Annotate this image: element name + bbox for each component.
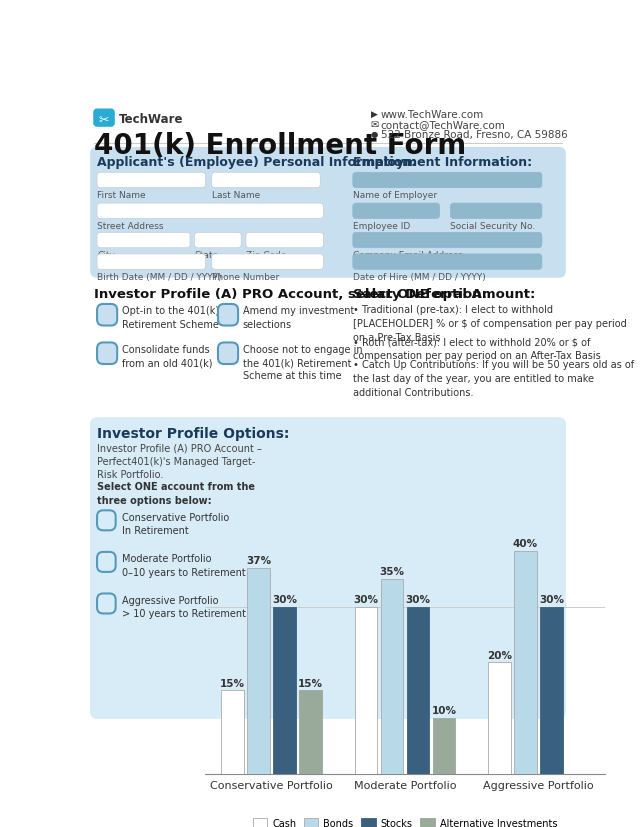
Text: Moderate Portfolio
0–10 years to Retirement: Moderate Portfolio 0–10 years to Retirem…	[122, 554, 246, 577]
FancyBboxPatch shape	[97, 203, 323, 219]
Text: First Name: First Name	[97, 191, 146, 200]
Text: Applicant's (Employee) Personal Information:: Applicant's (Employee) Personal Informat…	[97, 156, 416, 170]
Text: • Roth (after-tax): I elect to withhold 20% or $ of
compensation per pay period : • Roth (after-tax): I elect to withhold …	[353, 337, 600, 361]
Text: 35%: 35%	[380, 566, 404, 576]
Text: • Traditional (pre-tax): I elect to withhold
[PLACEHOLDER] % or $ of compensatio: • Traditional (pre-tax): I elect to with…	[353, 304, 627, 342]
Bar	[433, 719, 456, 774]
Text: 30%: 30%	[272, 594, 297, 605]
FancyBboxPatch shape	[353, 255, 542, 270]
Bar	[355, 607, 378, 774]
Text: ✂: ✂	[99, 113, 109, 127]
Text: Date of Hire (MM / DD / YYYY): Date of Hire (MM / DD / YYYY)	[353, 272, 486, 281]
FancyBboxPatch shape	[97, 233, 190, 248]
FancyBboxPatch shape	[97, 173, 205, 189]
FancyBboxPatch shape	[212, 255, 323, 270]
Text: Street Address: Street Address	[97, 222, 164, 231]
Text: 30%: 30%	[406, 594, 431, 605]
FancyBboxPatch shape	[246, 233, 323, 248]
FancyBboxPatch shape	[353, 173, 542, 189]
Text: 10%: 10%	[431, 705, 456, 715]
Text: ▶: ▶	[371, 110, 378, 119]
Bar	[221, 691, 244, 774]
Text: 15%: 15%	[298, 678, 323, 688]
Text: 30%: 30%	[353, 594, 378, 605]
FancyBboxPatch shape	[195, 233, 241, 248]
FancyBboxPatch shape	[94, 110, 114, 127]
Text: Choose not to engage in
the 401(k) Retirement
Scheme at this time: Choose not to engage in the 401(k) Retir…	[243, 345, 362, 381]
Text: Opt-in to the 401(k)
Retirement Scheme: Opt-in to the 401(k) Retirement Scheme	[122, 306, 219, 329]
FancyBboxPatch shape	[97, 552, 116, 572]
Text: 20%: 20%	[487, 650, 512, 660]
Text: ✉: ✉	[371, 120, 379, 130]
Text: Investor Profile (A) PRO Account –
Perfect401(k)'s Managed Target-
Risk Portfoli: Investor Profile (A) PRO Account – Perfe…	[97, 443, 262, 480]
Bar	[247, 568, 270, 774]
Text: TechWare: TechWare	[119, 112, 183, 126]
FancyBboxPatch shape	[91, 418, 565, 719]
Bar	[381, 579, 403, 774]
Text: Social Security No.: Social Security No.	[451, 222, 536, 231]
Text: Salary Deferral Amount:: Salary Deferral Amount:	[353, 288, 535, 301]
Text: contact@TechWare.com: contact@TechWare.com	[381, 120, 506, 130]
Text: Phone Number: Phone Number	[212, 272, 279, 281]
FancyBboxPatch shape	[218, 304, 238, 326]
Bar	[540, 607, 563, 774]
Text: • Catch Up Contributions: If you will be 50 years old as of
the last day of the : • Catch Up Contributions: If you will be…	[353, 360, 634, 398]
Text: Investor Profile (A) PRO Account, select ONE option:: Investor Profile (A) PRO Account, select…	[94, 288, 487, 301]
FancyBboxPatch shape	[97, 343, 117, 365]
Legend: Cash, Bonds, Stocks, Alternative Investments: Cash, Bonds, Stocks, Alternative Investm…	[249, 814, 561, 827]
Text: 37%: 37%	[246, 555, 271, 565]
Bar	[488, 662, 511, 774]
Text: Birth Date (MM / DD / YYYY): Birth Date (MM / DD / YYYY)	[97, 272, 221, 281]
Text: Name of Employer: Name of Employer	[353, 191, 437, 200]
Bar	[514, 552, 537, 774]
Text: Conservative Portfolio
In Retirement: Conservative Portfolio In Retirement	[122, 512, 229, 535]
Bar	[406, 607, 429, 774]
FancyBboxPatch shape	[91, 149, 565, 278]
Text: Zip Code: Zip Code	[246, 251, 286, 260]
FancyBboxPatch shape	[218, 343, 238, 365]
FancyBboxPatch shape	[97, 304, 117, 326]
FancyBboxPatch shape	[212, 173, 320, 189]
Text: Consolidate funds
from an old 401(k): Consolidate funds from an old 401(k)	[122, 345, 212, 368]
Text: 15%: 15%	[220, 678, 245, 688]
FancyBboxPatch shape	[97, 255, 205, 270]
Bar	[300, 691, 322, 774]
Text: Select ONE account from the
three options below:: Select ONE account from the three option…	[97, 481, 255, 505]
FancyBboxPatch shape	[353, 233, 542, 248]
Text: 401(k) Enrollment Form: 401(k) Enrollment Form	[94, 131, 466, 160]
Text: Company Email Address: Company Email Address	[353, 251, 463, 260]
Text: Employment Information:: Employment Information:	[353, 156, 532, 170]
FancyBboxPatch shape	[97, 511, 116, 531]
Text: State: State	[195, 251, 219, 260]
Text: 522 Bronze Road, Fresno, CA 59886: 522 Bronze Road, Fresno, CA 59886	[381, 130, 568, 140]
FancyBboxPatch shape	[97, 594, 116, 614]
Text: Investor Profile Options:: Investor Profile Options:	[97, 426, 289, 440]
Text: City: City	[97, 251, 115, 260]
Text: www.TechWare.com: www.TechWare.com	[381, 110, 484, 120]
Text: Aggressive Portfolio
> 10 years to Retirement: Aggressive Portfolio > 10 years to Retir…	[122, 595, 246, 619]
Text: 40%: 40%	[513, 538, 538, 548]
Text: Employee ID: Employee ID	[353, 222, 410, 231]
FancyBboxPatch shape	[353, 203, 440, 219]
Text: 1: 1	[554, 710, 562, 724]
Text: Last Name: Last Name	[212, 191, 260, 200]
Text: ●: ●	[371, 130, 378, 139]
Text: 30%: 30%	[539, 594, 564, 605]
FancyBboxPatch shape	[451, 203, 542, 219]
Text: Amend my investment
selections: Amend my investment selections	[243, 306, 354, 329]
Bar	[273, 607, 296, 774]
